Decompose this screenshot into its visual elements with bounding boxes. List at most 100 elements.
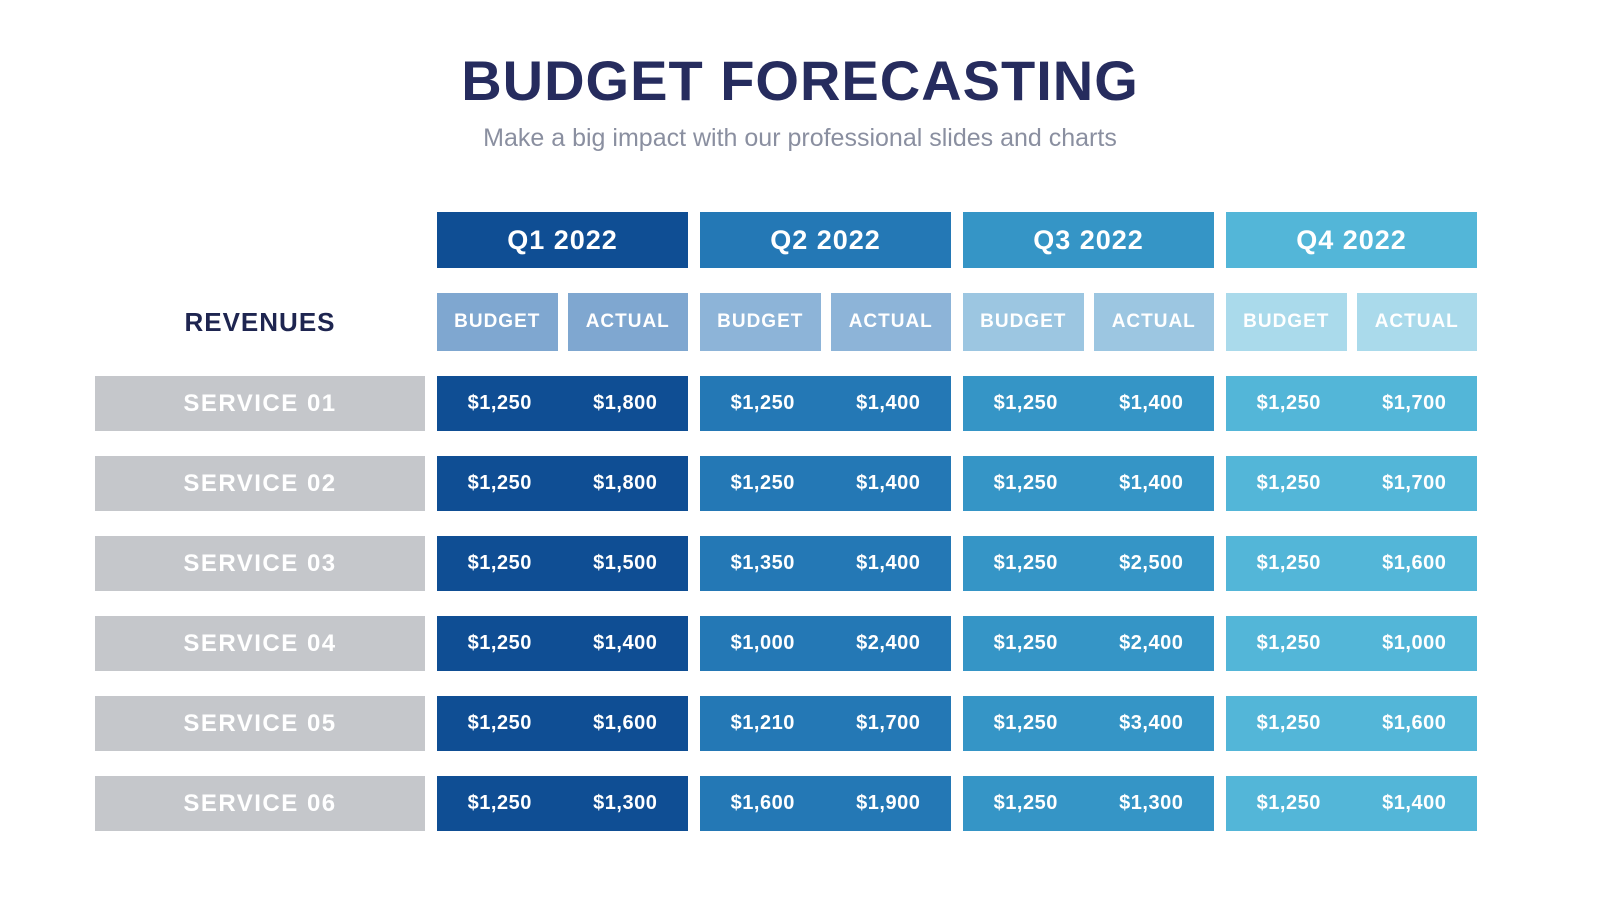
actual-value: $1,600 (1382, 552, 1447, 574)
budget-value: $1,250 (993, 392, 1058, 414)
data-bar-q1: $1,250 $1,500 (437, 536, 688, 591)
data-bar-q4: $1,250 $1,600 (1226, 536, 1477, 591)
revenues-label: REVENUES (184, 306, 336, 337)
actual-header-q4: ACTUAL (1356, 293, 1477, 351)
budget-header-q4: BUDGET (1226, 293, 1347, 351)
header-spacer (95, 212, 425, 268)
subheader-pair-q1: BUDGET ACTUAL (437, 293, 688, 351)
data-bar-q3: $1,250 $1,300 (963, 776, 1214, 831)
budget-value: $1,250 (1256, 472, 1321, 494)
service-label: SERVICE 05 (95, 696, 425, 751)
actual-value: $2,500 (1119, 552, 1184, 574)
actual-value: $1,300 (1119, 792, 1184, 814)
data-bar-q3: $1,250 $3,400 (963, 696, 1214, 751)
data-bar-q4: $1,250 $1,600 (1226, 696, 1477, 751)
data-bar-q4: $1,250 $1,700 (1226, 376, 1477, 431)
budget-value: $1,250 (993, 552, 1058, 574)
table-row: SERVICE 06 $1,250 $1,300 $1,600 $1,900 $… (95, 776, 1477, 831)
actual-value: $2,400 (1119, 632, 1184, 654)
page-subtitle: Make a big impact with our professional … (483, 124, 1117, 152)
service-label: SERVICE 02 (95, 456, 425, 511)
data-bar-q2: $1,250 $1,400 (700, 376, 951, 431)
actual-header-q2: ACTUAL (830, 293, 951, 351)
actual-value: $1,300 (593, 792, 658, 814)
budget-header-q2: BUDGET (700, 293, 821, 351)
data-bar-q1: $1,250 $1,400 (437, 616, 688, 671)
data-bar-q3: $1,250 $2,500 (963, 536, 1214, 591)
actual-header-q1: ACTUAL (567, 293, 688, 351)
quarter-header-q2: Q2 2022 (700, 212, 951, 268)
budget-value: $1,250 (993, 712, 1058, 734)
page-title: BUDGET FORECASTING (461, 49, 1139, 112)
service-label: SERVICE 04 (95, 616, 425, 671)
data-bar-q4: $1,250 $1,400 (1226, 776, 1477, 831)
table-row: SERVICE 04 $1,250 $1,400 $1,000 $2,400 $… (95, 616, 1477, 671)
service-label: SERVICE 03 (95, 536, 425, 591)
quarter-header-row: Q1 2022 Q2 2022 Q3 2022 Q4 2022 (95, 212, 1477, 268)
actual-value: $1,700 (1382, 392, 1447, 414)
actual-value: $1,700 (1382, 472, 1447, 494)
actual-value: $3,400 (1119, 712, 1184, 734)
table-row: SERVICE 05 $1,250 $1,600 $1,210 $1,700 $… (95, 696, 1477, 751)
quarter-header-q4: Q4 2022 (1226, 212, 1477, 268)
data-bar-q2: $1,350 $1,400 (700, 536, 951, 591)
data-bar-q4: $1,250 $1,700 (1226, 456, 1477, 511)
data-bar-q1: $1,250 $1,300 (437, 776, 688, 831)
data-bar-q2: $1,250 $1,400 (700, 456, 951, 511)
actual-value: $1,000 (1382, 632, 1447, 654)
subheader-row: REVENUES BUDGET ACTUAL BUDGET ACTUAL BUD… (95, 293, 1477, 351)
quarter-header-q3: Q3 2022 (963, 212, 1214, 268)
budget-value: $1,250 (467, 472, 532, 494)
table-row: SERVICE 01 $1,250 $1,800 $1,250 $1,400 $… (95, 376, 1477, 431)
budget-header-q3: BUDGET (963, 293, 1084, 351)
actual-value: $2,400 (856, 632, 921, 654)
table-row: SERVICE 03 $1,250 $1,500 $1,350 $1,400 $… (95, 536, 1477, 591)
subheader-pair-q4: BUDGET ACTUAL (1226, 293, 1477, 351)
budget-value: $1,250 (993, 792, 1058, 814)
subheader-pair-q2: BUDGET ACTUAL (700, 293, 951, 351)
actual-value: $1,800 (593, 472, 658, 494)
actual-value: $1,400 (1119, 392, 1184, 414)
budget-value: $1,250 (730, 392, 795, 414)
budget-value: $1,250 (467, 552, 532, 574)
data-bar-q4: $1,250 $1,000 (1226, 616, 1477, 671)
budget-value: $1,250 (467, 632, 532, 654)
data-bar-q1: $1,250 $1,800 (437, 456, 688, 511)
data-bar-q1: $1,250 $1,600 (437, 696, 688, 751)
actual-value: $1,400 (1382, 792, 1447, 814)
actual-value: $1,400 (856, 552, 921, 574)
budget-value: $1,250 (993, 632, 1058, 654)
data-bar-q2: $1,000 $2,400 (700, 616, 951, 671)
actual-value: $1,900 (856, 792, 921, 814)
budget-value: $1,250 (467, 392, 532, 414)
actual-value: $1,600 (1382, 712, 1447, 734)
actual-value: $1,500 (593, 552, 658, 574)
quarter-header-q1: Q1 2022 (437, 212, 688, 268)
actual-value: $1,700 (856, 712, 921, 734)
data-bar-q2: $1,600 $1,900 (700, 776, 951, 831)
subheader-pair-q3: BUDGET ACTUAL (963, 293, 1214, 351)
actual-value: $1,400 (593, 632, 658, 654)
actual-value: $1,600 (593, 712, 658, 734)
budget-value: $1,210 (730, 712, 795, 734)
budget-value: $1,250 (467, 792, 532, 814)
data-bar-q1: $1,250 $1,800 (437, 376, 688, 431)
budget-value: $1,250 (1256, 552, 1321, 574)
budget-value: $1,250 (1256, 392, 1321, 414)
actual-header-q3: ACTUAL (1093, 293, 1214, 351)
budget-table: Q1 2022 Q2 2022 Q3 2022 Q4 2022 REVENUES… (95, 212, 1477, 831)
budget-value: $1,250 (1256, 792, 1321, 814)
actual-value: $1,400 (856, 472, 921, 494)
service-label: SERVICE 06 (95, 776, 425, 831)
budget-value: $1,600 (730, 792, 795, 814)
actual-value: $1,400 (856, 392, 921, 414)
budget-value: $1,250 (730, 472, 795, 494)
data-bar-q3: $1,250 $1,400 (963, 376, 1214, 431)
service-label: SERVICE 01 (95, 376, 425, 431)
actual-value: $1,400 (1119, 472, 1184, 494)
data-bar-q3: $1,250 $2,400 (963, 616, 1214, 671)
budget-value: $1,250 (467, 712, 532, 734)
budget-value: $1,000 (730, 632, 795, 654)
budget-value: $1,350 (730, 552, 795, 574)
